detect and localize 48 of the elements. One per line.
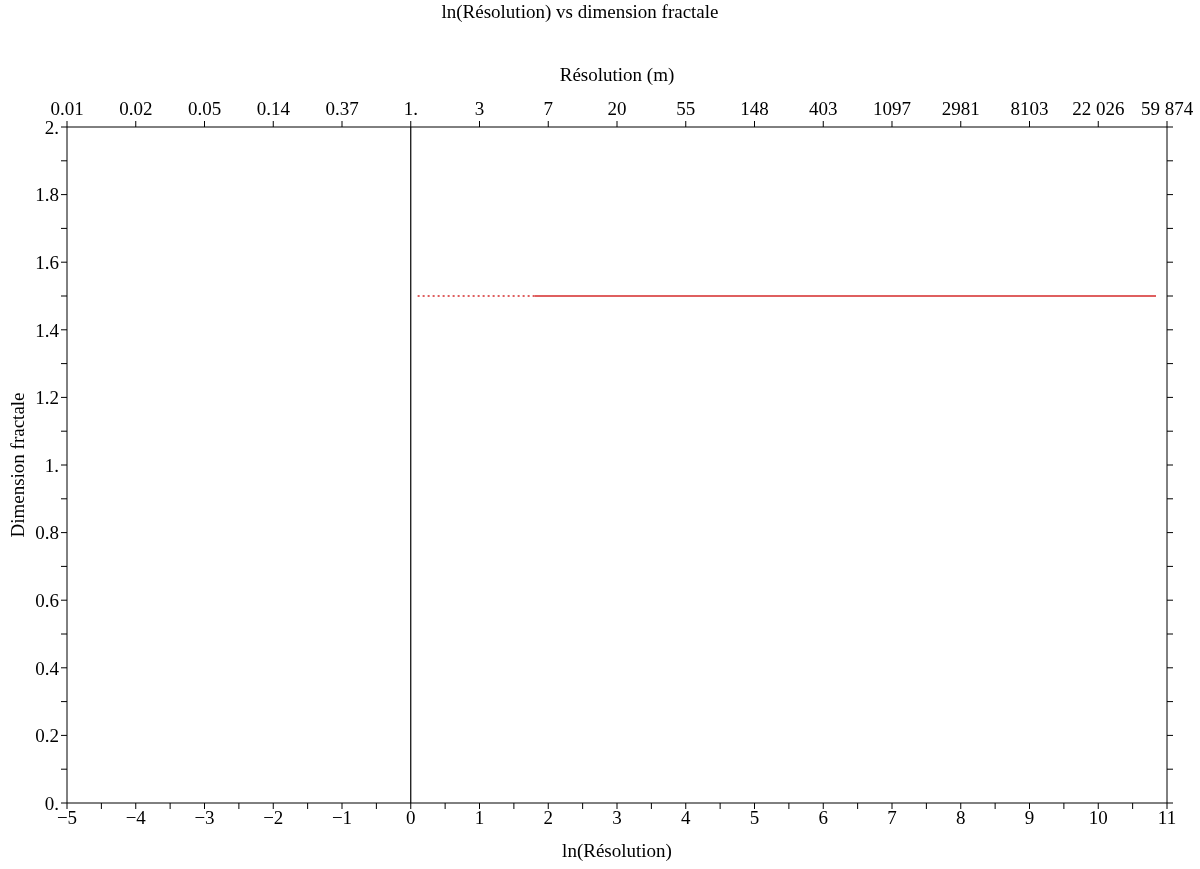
y-tick-label: 1.6: [35, 251, 59, 273]
x2-axis-title: Résolution (m): [559, 64, 675, 86]
x-tick-label: 3: [612, 807, 622, 829]
y-tick-label: 0.4: [35, 657, 60, 679]
x2-tick-label: 403: [809, 98, 838, 119]
y-tick-label: 2.: [44, 116, 59, 138]
x2-tick-label: 0.05: [187, 98, 222, 119]
y-axis-title: Dimension fractale: [6, 392, 28, 538]
x2-tick-label: 55: [676, 98, 696, 119]
x2-tick-label: 1.: [403, 98, 418, 119]
x2-tick-label: 7: [543, 98, 553, 119]
x-axis-title: ln(Résolution): [562, 840, 672, 862]
x2-tick-label: 2981: [941, 98, 980, 119]
y-tick-label: 1.2: [35, 387, 59, 409]
x-tick-label: −4: [125, 807, 147, 829]
x2-tick-label: 0.14: [256, 98, 291, 119]
y-tick-label: 1.8: [35, 184, 59, 206]
x2-tick-label: 20: [607, 98, 627, 119]
y-tick-label: 0.8: [35, 522, 59, 544]
x2-tick-label: 8103: [1010, 98, 1049, 119]
x-tick-label: 2: [543, 807, 553, 829]
x2-tick-label: 0.37: [325, 98, 359, 119]
x2-tick-label: 0.01: [50, 98, 84, 119]
x2-tick-label: 0.02: [119, 98, 153, 119]
x-tick-label: −2: [263, 807, 284, 829]
x-tick-label: −3: [194, 807, 215, 829]
x-tick-label: 8: [956, 807, 966, 829]
y-tick-label: 1.: [44, 454, 59, 476]
x2-tick-label: 22 026: [1072, 98, 1125, 119]
x2-tick-label: 148: [740, 98, 769, 119]
x-tick-label: 11: [1157, 807, 1177, 829]
x2-tick-label: 3: [474, 98, 485, 119]
y-tick-label: 0.: [44, 792, 59, 814]
x-tick-label: 6: [818, 807, 828, 829]
x-tick-label: 1: [474, 807, 485, 829]
y-tick-label: 0.2: [35, 725, 59, 747]
y-tick-label: 1.4: [35, 319, 60, 341]
x-tick-label: 9: [1024, 807, 1035, 829]
chart-title: ln(Résolution) vs dimension fractale: [440, 1, 720, 23]
x-tick-label: 10: [1088, 807, 1108, 829]
x2-tick-label: 1097: [873, 98, 911, 119]
x-tick-label: 4: [681, 807, 691, 829]
y-tick-label: 0.6: [35, 589, 59, 611]
x-tick-label: 5: [749, 807, 760, 829]
x-tick-label: −1: [331, 807, 353, 829]
x-tick-label: 7: [887, 807, 897, 829]
x-tick-label: 0: [406, 807, 416, 829]
x2-tick-label: 59 874: [1140, 98, 1194, 119]
